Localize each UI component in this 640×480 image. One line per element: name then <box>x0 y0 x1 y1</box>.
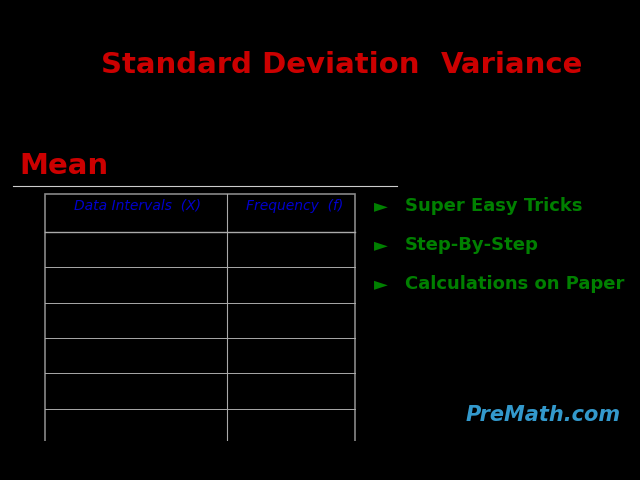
Bar <box>45 194 355 444</box>
Text: ,: , <box>583 51 594 79</box>
Text: 7: 7 <box>289 276 300 294</box>
Text: ►: ► <box>374 275 388 293</box>
Text: ►: ► <box>374 236 388 254</box>
Text: Variance: Variance <box>441 51 583 79</box>
Text: Frequency  (f): Frequency (f) <box>246 199 343 213</box>
Text: 4: 4 <box>289 417 300 435</box>
Text: 16 – 20: 16 – 20 <box>107 347 168 365</box>
Text: Data Intervals  (X): Data Intervals (X) <box>74 199 201 213</box>
Text: Super Easy Tricks: Super Easy Tricks <box>405 197 582 215</box>
Text: 6 – 10: 6 – 10 <box>113 276 163 294</box>
Text: 3: 3 <box>289 240 300 259</box>
Text: Mean: Mean <box>19 152 108 180</box>
Text: , for the following grouped data:: , for the following grouped data: <box>108 152 640 180</box>
Text: 26 – 30: 26 – 30 <box>107 417 168 435</box>
Text: 21 – 25: 21 – 25 <box>107 382 168 400</box>
Text: ►: ► <box>374 197 388 215</box>
Text: Step-By-Step: Step-By-Step <box>405 236 539 254</box>
Text: 8: 8 <box>289 311 300 329</box>
Text: 11 – 15: 11 – 15 <box>107 311 168 329</box>
Text: 1 – 5: 1 – 5 <box>118 240 157 259</box>
Text: Find: Find <box>19 51 101 79</box>
Text: PreMath.com: PreMath.com <box>466 405 621 425</box>
Text: ,: , <box>419 51 441 79</box>
Text: 10: 10 <box>284 347 305 365</box>
Text: Calculations on Paper: Calculations on Paper <box>405 275 625 293</box>
Text: 7: 7 <box>289 382 300 400</box>
Text: Standard Deviation: Standard Deviation <box>101 51 419 79</box>
